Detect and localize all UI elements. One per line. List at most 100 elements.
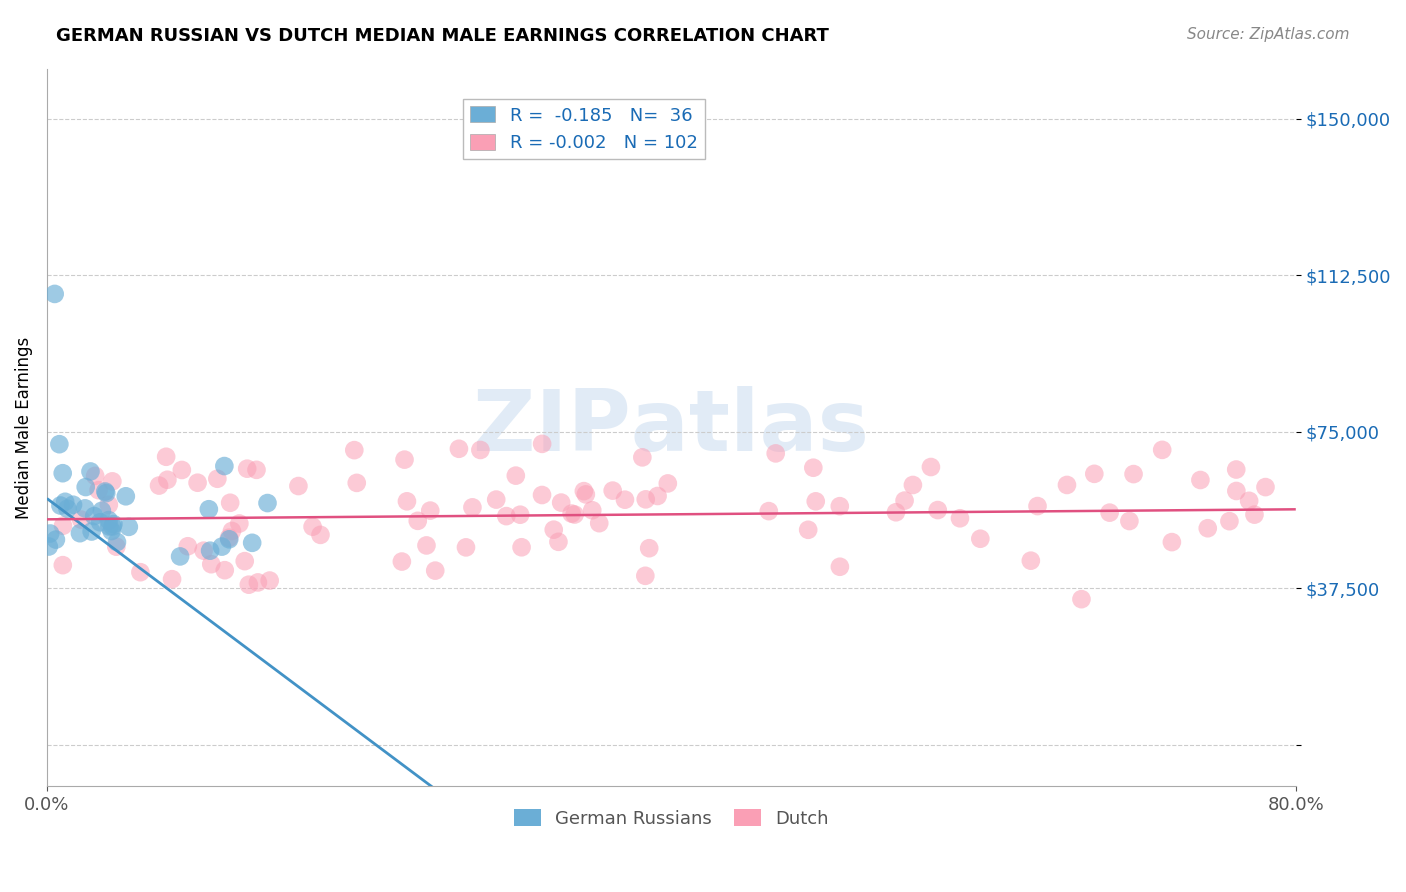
Point bbox=[1243, 508, 1265, 522]
Point bbox=[631, 450, 654, 465]
Point bbox=[309, 528, 332, 542]
Point bbox=[240, 536, 263, 550]
Point bbox=[193, 543, 215, 558]
Point bbox=[80, 524, 103, 539]
Point bbox=[103, 517, 125, 532]
Point bbox=[901, 478, 924, 492]
Point bbox=[44, 287, 66, 301]
Point bbox=[70, 512, 93, 526]
Point bbox=[1083, 467, 1105, 481]
Point bbox=[48, 437, 70, 451]
Point bbox=[101, 519, 124, 533]
Point bbox=[94, 484, 117, 499]
Point bbox=[949, 511, 972, 525]
Point bbox=[218, 533, 240, 547]
Y-axis label: Median Male Earnings: Median Male Earnings bbox=[15, 336, 32, 518]
Point bbox=[160, 572, 183, 586]
Point bbox=[634, 492, 657, 507]
Point bbox=[90, 504, 112, 518]
Point bbox=[148, 478, 170, 492]
Point bbox=[259, 574, 281, 588]
Point bbox=[256, 496, 278, 510]
Point bbox=[531, 437, 554, 451]
Point bbox=[238, 577, 260, 591]
Point bbox=[114, 489, 136, 503]
Point bbox=[207, 472, 229, 486]
Point bbox=[1026, 499, 1049, 513]
Point bbox=[52, 466, 75, 480]
Point bbox=[602, 483, 624, 498]
Point bbox=[470, 442, 492, 457]
Point bbox=[647, 489, 669, 503]
Point bbox=[884, 505, 907, 519]
Point bbox=[301, 519, 323, 533]
Point bbox=[170, 463, 193, 477]
Text: GERMAN RUSSIAN VS DUTCH MEDIAN MALE EARNINGS CORRELATION CHART: GERMAN RUSSIAN VS DUTCH MEDIAN MALE EARN… bbox=[56, 27, 830, 45]
Point bbox=[89, 515, 111, 529]
Point bbox=[893, 493, 915, 508]
Point bbox=[1254, 480, 1277, 494]
Point bbox=[613, 492, 636, 507]
Point bbox=[547, 534, 569, 549]
Point bbox=[200, 558, 222, 572]
Point bbox=[62, 498, 84, 512]
Point bbox=[236, 461, 259, 475]
Point bbox=[187, 475, 209, 490]
Point bbox=[531, 488, 554, 502]
Point bbox=[927, 503, 949, 517]
Point bbox=[75, 480, 97, 494]
Point bbox=[657, 476, 679, 491]
Point bbox=[69, 526, 91, 541]
Point bbox=[73, 501, 96, 516]
Point bbox=[801, 460, 824, 475]
Point bbox=[505, 468, 527, 483]
Point bbox=[828, 499, 851, 513]
Point bbox=[1225, 483, 1247, 498]
Point bbox=[214, 458, 236, 473]
Point bbox=[101, 475, 124, 489]
Point bbox=[87, 483, 110, 498]
Point bbox=[765, 446, 787, 460]
Point bbox=[1118, 514, 1140, 528]
Point bbox=[510, 541, 533, 555]
Point bbox=[97, 498, 120, 512]
Point bbox=[177, 539, 200, 553]
Point bbox=[1122, 467, 1144, 481]
Point bbox=[198, 502, 221, 516]
Point bbox=[346, 475, 368, 490]
Point bbox=[38, 540, 60, 554]
Point bbox=[395, 494, 418, 508]
Point bbox=[550, 495, 572, 509]
Point bbox=[156, 473, 179, 487]
Point bbox=[105, 535, 128, 549]
Point bbox=[447, 442, 470, 456]
Point bbox=[97, 513, 120, 527]
Point bbox=[105, 540, 128, 554]
Point bbox=[1189, 473, 1212, 487]
Point bbox=[52, 518, 75, 533]
Point bbox=[96, 486, 118, 500]
Point bbox=[39, 526, 62, 541]
Point bbox=[804, 494, 827, 508]
Point bbox=[461, 500, 484, 515]
Point bbox=[219, 496, 242, 510]
Point bbox=[118, 520, 141, 534]
Point bbox=[920, 460, 942, 475]
Point bbox=[1019, 554, 1042, 568]
Point bbox=[343, 443, 366, 458]
Point bbox=[758, 504, 780, 518]
Point bbox=[56, 501, 79, 516]
Text: ZIP​atlas: ZIP​atlas bbox=[474, 386, 869, 469]
Point bbox=[45, 533, 67, 547]
Point bbox=[218, 531, 240, 545]
Point bbox=[564, 508, 586, 522]
Legend: German Russians, Dutch: German Russians, Dutch bbox=[506, 802, 837, 835]
Point bbox=[634, 569, 657, 583]
Point bbox=[575, 487, 598, 501]
Point bbox=[287, 479, 309, 493]
Point bbox=[233, 554, 256, 568]
Point bbox=[425, 564, 447, 578]
Point bbox=[588, 516, 610, 531]
Point bbox=[245, 463, 267, 477]
Point bbox=[1197, 521, 1219, 535]
